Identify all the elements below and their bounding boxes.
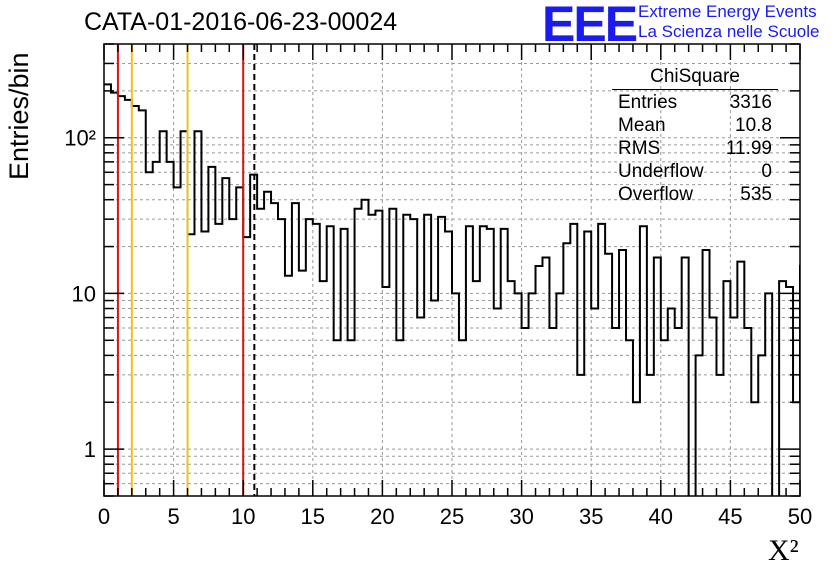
x-tick-label: 25 [440,504,464,529]
logo-subtitle-2: La Scienza nelle Scuole [638,22,820,41]
reference-lines [116,44,256,496]
stats-value: 11.99 [725,138,772,159]
x-tick-label: 45 [718,504,742,529]
stats-row: Overflow 535 [612,183,778,206]
stats-label: Entries [618,92,678,113]
logo-subtitle-1: Extreme Energy Events [638,2,817,21]
stats-label: Underflow [618,161,704,182]
x-tick-label: 30 [509,504,533,529]
histogram-bars [104,83,800,496]
stats-row: Entries 3316 [612,91,778,114]
stats-value: 10.8 [735,115,772,136]
stats-value: 0 [761,161,772,182]
x-tick-label: 10 [231,504,255,529]
stats-row: Mean 10.8 [612,114,778,137]
x-tick-label: 20 [370,504,394,529]
grid-lines [104,44,800,496]
x-tick-label: 5 [167,504,179,529]
x-axis-label: X² [768,534,799,567]
axis-ticks [103,43,801,497]
y-tick-label: 1 [84,437,96,462]
stats-value: 535 [740,184,772,205]
chart-title: CATA-01-2016-06-23-00024 [84,8,398,36]
x-tick-label: 0 [98,504,110,529]
axis-tick-labels: 0 5 10 15 20 25 30 35 40 45 50 1 10 10² [64,126,812,529]
histogram-step-line [104,83,800,496]
x-tick-label: 35 [579,504,603,529]
stats-label: Overflow [618,184,693,205]
stats-value: 3316 [729,92,772,113]
stats-title: ChiSquare [612,66,778,90]
y-axis-label: Entries/bin [4,52,34,180]
y-tick-label: 10 [72,281,96,306]
eee-logo: EEE [542,0,638,52]
y-tick-label: 10² [64,126,96,151]
stats-box: ChiSquare Entries 3316 Mean 10.8 RMS 11.… [612,66,778,206]
stats-label: RMS [618,138,661,159]
stats-row: Underflow 0 [612,160,778,183]
stats-label: Mean [618,115,666,136]
stats-row: RMS 11.99 [612,137,778,160]
x-tick-label: 40 [649,504,673,529]
x-tick-label: 50 [788,504,812,529]
x-tick-label: 15 [301,504,325,529]
